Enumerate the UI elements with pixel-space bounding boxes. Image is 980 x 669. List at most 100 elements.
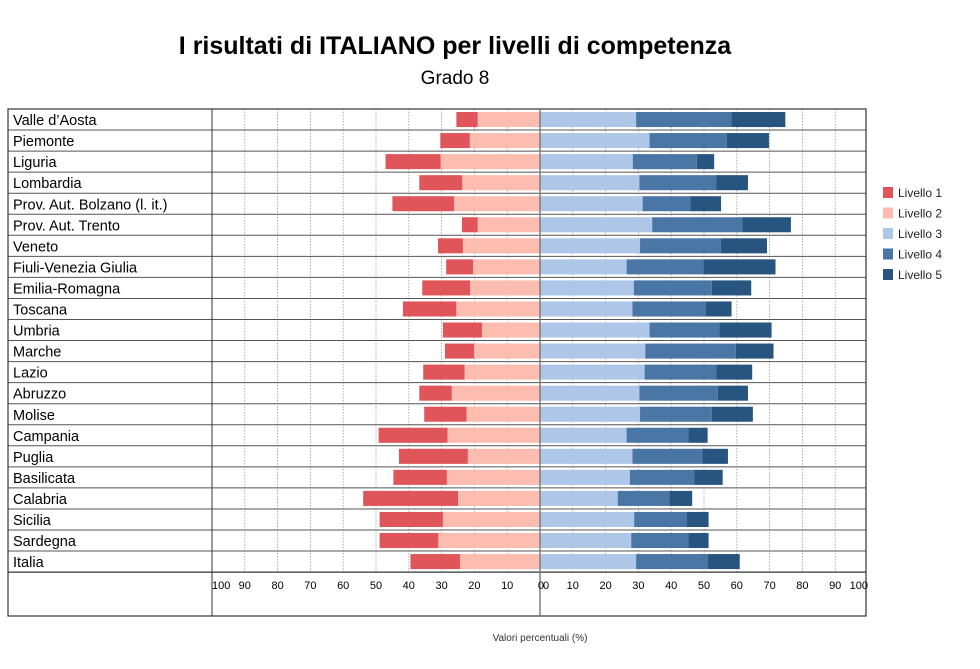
bar-livello-1 [461, 217, 478, 233]
bar-livello-4 [632, 154, 697, 170]
bar-livello-3 [540, 469, 630, 485]
bar-livello-4 [649, 322, 720, 338]
bar-livello-1 [424, 406, 467, 422]
bar-livello-4 [636, 112, 732, 128]
bar-livello-3 [540, 259, 627, 275]
bar-livello-1 [456, 112, 478, 128]
bar-livello-1 [379, 533, 439, 549]
bar-livello-4 [632, 301, 706, 317]
bar-livello-1 [419, 175, 463, 191]
category-label: Puglia [13, 450, 54, 466]
category-label: Marche [13, 345, 61, 361]
bar-livello-4 [626, 259, 704, 275]
bar-livello-1 [393, 469, 447, 485]
legend-swatch [883, 207, 893, 219]
category-label: Sicilia [13, 513, 52, 529]
bar-livello-5 [720, 238, 767, 254]
bar-livello-5 [726, 133, 769, 149]
bar-livello-1 [446, 259, 474, 275]
bar-livello-5 [690, 196, 722, 212]
bar-livello-4 [636, 554, 708, 570]
bar-livello-2 [469, 133, 540, 149]
bar-livello-2 [477, 217, 540, 233]
bar-livello-4 [634, 511, 687, 527]
category-label: Liguria [13, 155, 57, 171]
x-tick-label: 40 [665, 580, 677, 592]
bar-livello-3 [540, 301, 633, 317]
category-label: Basilicata [13, 471, 76, 487]
x-tick-label: 80 [271, 580, 283, 592]
bar-livello-3 [540, 406, 641, 422]
bar-livello-3 [540, 322, 650, 338]
bar-livello-2 [464, 364, 540, 380]
bar-livello-4 [649, 133, 727, 149]
bar-livello-2 [477, 112, 540, 128]
x-tick-label: 80 [796, 580, 808, 592]
x-tick-label: 90 [239, 580, 251, 592]
x-tick-label: 60 [731, 580, 743, 592]
x-tick-label: 100 [212, 580, 230, 592]
bar-livello-4 [640, 406, 712, 422]
bar-livello-5 [719, 322, 772, 338]
bar-livello-2 [481, 322, 540, 338]
x-tick-label: 50 [370, 580, 382, 592]
bar-livello-2 [462, 175, 540, 191]
bar-livello-1 [398, 448, 468, 464]
bar-livello-1 [440, 133, 470, 149]
x-tick-label: 0 [543, 580, 549, 592]
bar-livello-5 [742, 217, 791, 233]
x-tick-label: 20 [468, 580, 480, 592]
bar-livello-4 [626, 427, 689, 443]
bar-livello-3 [540, 196, 643, 212]
legend-label: Livello 5 [898, 268, 942, 282]
bar-livello-5 [688, 427, 708, 443]
bar-livello-1 [402, 301, 457, 317]
bar-livello-4 [644, 364, 717, 380]
bar-livello-3 [540, 448, 633, 464]
bar-livello-3 [540, 343, 646, 359]
bar-livello-4 [629, 469, 695, 485]
bar-livello-1 [422, 280, 471, 296]
bar-livello-5 [711, 406, 753, 422]
bar-livello-5 [696, 154, 715, 170]
bar-livello-2 [459, 554, 540, 570]
x-tick-label: 90 [829, 580, 841, 592]
x-tick-label: 30 [435, 580, 447, 592]
bar-livello-2 [440, 154, 540, 170]
bar-livello-2 [442, 511, 540, 527]
legend-label: Livello 1 [898, 186, 942, 200]
bar-livello-5 [705, 301, 732, 317]
category-label: Umbria [13, 324, 61, 340]
bar-livello-3 [540, 238, 641, 254]
legend-swatch [883, 248, 893, 260]
legend-label: Livello 4 [898, 248, 942, 262]
legend-label: Livello 2 [898, 207, 942, 221]
bar-livello-3 [540, 533, 632, 549]
bar-livello-3 [540, 133, 650, 149]
bar-livello-3 [540, 385, 640, 401]
bar-livello-5 [707, 554, 740, 570]
bar-livello-2 [451, 385, 540, 401]
bar-livello-4 [632, 448, 703, 464]
category-label: Sardegna [13, 534, 77, 550]
x-axis-label: Valori percentuali (%) [493, 633, 588, 644]
category-label: Molise [13, 408, 55, 424]
bar-livello-3 [540, 490, 618, 506]
legend-swatch [883, 269, 893, 280]
bar-livello-3 [540, 280, 634, 296]
x-tick-label: 0 [538, 580, 544, 592]
bar-livello-3 [540, 217, 653, 233]
x-tick-label: 70 [763, 580, 775, 592]
bar-livello-3 [540, 364, 645, 380]
bar-livello-5 [703, 259, 776, 275]
bar-livello-3 [540, 175, 640, 191]
bar-livello-2 [446, 469, 540, 485]
bar-livello-2 [447, 427, 540, 443]
category-label: Piemonte [13, 134, 74, 150]
category-label: Emilia-Romagna [13, 281, 121, 297]
bar-livello-1 [379, 511, 443, 527]
category-label: Calabria [13, 492, 68, 508]
bar-livello-4 [645, 343, 736, 359]
x-tick-label: 10 [567, 580, 579, 592]
bar-livello-5 [694, 469, 723, 485]
